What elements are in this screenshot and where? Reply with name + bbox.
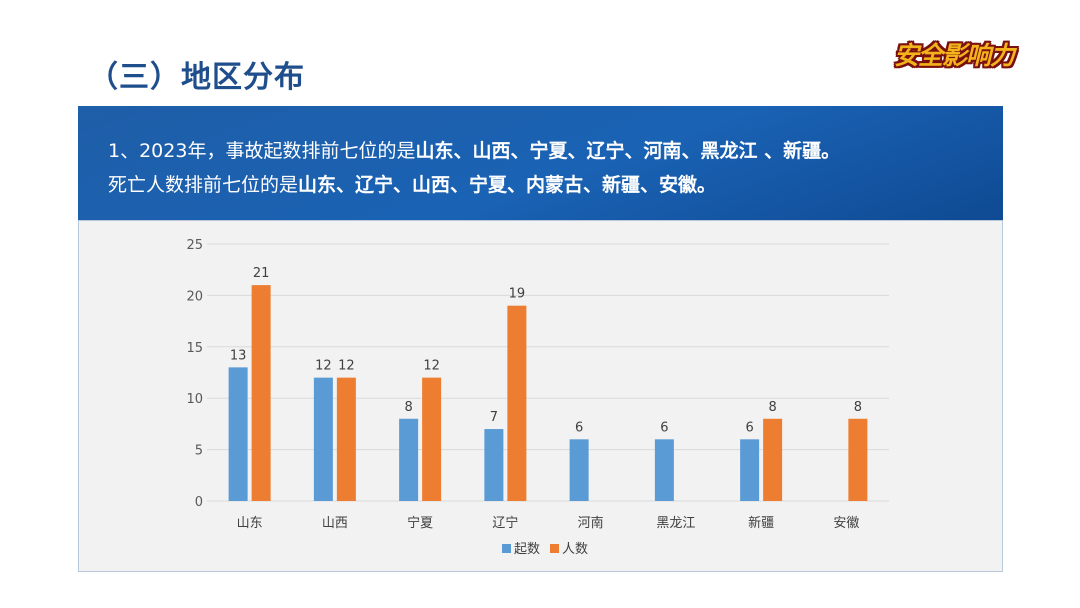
- bar: [313, 377, 333, 501]
- x-tick-label: 黑龙江: [656, 516, 695, 531]
- bar: [228, 367, 248, 501]
- bar: [399, 418, 419, 501]
- data-label: 8: [404, 400, 412, 415]
- chart-panel: 0 5 10 15 20 25 山东 13 21 山西 12 12 宁夏 8 12 辽宁 7 19 河南 6 黑龙江 6 新…: [78, 220, 1003, 572]
- summary-line-2-regions: 山东、辽宁、山西、宁夏、内蒙古、新疆、安徽。: [298, 174, 717, 196]
- data-label: 13: [230, 348, 247, 363]
- bar: [507, 305, 527, 501]
- bar: [569, 439, 589, 501]
- bar: [654, 439, 674, 501]
- data-label: 21: [253, 266, 270, 281]
- data-label: 8: [768, 400, 776, 415]
- data-label: 19: [509, 287, 526, 302]
- y-tick-label: 5: [195, 444, 203, 459]
- x-tick-label: 安徽: [833, 516, 859, 531]
- legend-swatch: [550, 544, 559, 553]
- y-tick-label: 20: [186, 289, 203, 304]
- data-label: 7: [490, 410, 498, 425]
- y-tick-label: 15: [186, 341, 203, 356]
- data-label: 6: [660, 420, 668, 435]
- summary-line-1-prefix: 1、2023年，事故起数排前七位的是: [108, 140, 416, 162]
- bar: [763, 418, 783, 501]
- page-title: （三）地区分布: [88, 60, 305, 95]
- x-tick-label: 山东: [237, 516, 263, 531]
- data-label: 12: [338, 359, 355, 374]
- legend-label: 人数: [562, 542, 588, 557]
- data-label: 6: [575, 420, 583, 435]
- x-tick-label: 辽宁: [492, 515, 518, 531]
- summary-line-2: 死亡人数排前七位的是山东、辽宁、山西、宁夏、内蒙古、新疆、安徽。: [108, 168, 1003, 202]
- legend-label: 起数: [514, 542, 540, 557]
- y-tick-label: 10: [186, 392, 203, 407]
- summary-line-1: 1、2023年，事故起数排前七位的是山东、山西、宁夏、辽宁、河南、黑龙江 、新疆…: [108, 134, 1003, 168]
- summary-line-1-regions: 山东、山西、宁夏、辽宁、河南、黑龙江 、新疆。: [415, 140, 841, 162]
- bar-chart: 0 5 10 15 20 25 山东 13 21 山西 12 12 宁夏 8 12 辽宁 7 19 河南 6 黑龙江 6 新…: [186, 238, 889, 557]
- x-tick-label: 河南: [578, 515, 604, 531]
- summary-line-2-prefix: 死亡人数排前七位的是: [108, 174, 299, 196]
- bar: [251, 285, 271, 501]
- brand-logo: 安全影响力: [894, 41, 1015, 70]
- summary-banner: 1、2023年，事故起数排前七位的是山东、山西、宁夏、辽宁、河南、黑龙江 、新疆…: [78, 106, 1003, 220]
- x-tick-label: 山西: [322, 516, 348, 531]
- data-label: 6: [745, 420, 753, 435]
- data-label: 8: [854, 400, 862, 415]
- legend-swatch: [502, 544, 511, 553]
- y-tick-label: 25: [186, 238, 203, 253]
- y-tick-label: 0: [195, 495, 203, 510]
- data-label: 12: [315, 359, 332, 374]
- x-tick-label: 新疆: [748, 515, 774, 531]
- bar: [422, 377, 442, 501]
- data-label: 12: [423, 359, 440, 374]
- bar: [484, 429, 504, 501]
- bar: [740, 439, 760, 501]
- x-tick-label: 宁夏: [407, 515, 433, 531]
- bar: [848, 418, 868, 501]
- bar: [336, 377, 356, 501]
